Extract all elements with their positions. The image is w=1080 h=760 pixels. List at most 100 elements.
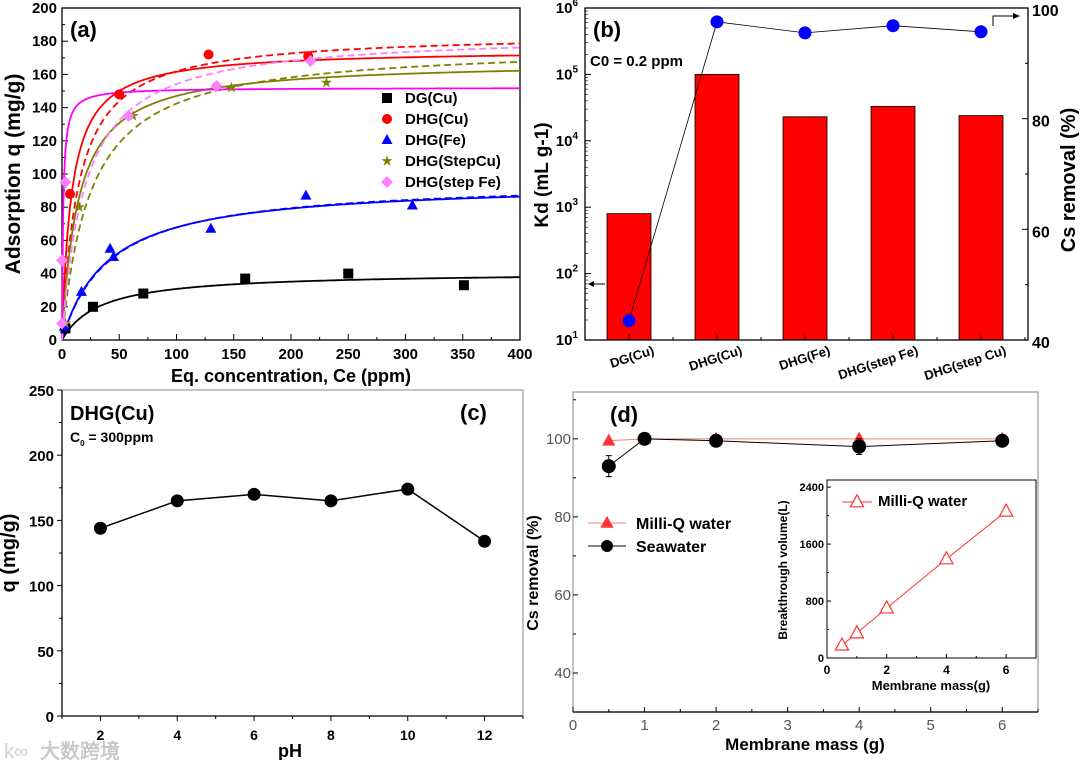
y-axis-label: Cs removal (%) bbox=[525, 515, 542, 631]
concentration-annotation: C0 = 0.2 ppm bbox=[590, 53, 683, 70]
legend-label: DG(Cu) bbox=[405, 90, 458, 107]
x-tick-label: 4 bbox=[855, 717, 863, 734]
data-point bbox=[602, 433, 616, 446]
y-tick-label: 180 bbox=[32, 33, 57, 50]
removal-point bbox=[710, 15, 724, 29]
y-tick-label: 60 bbox=[554, 587, 571, 604]
inset-y-axis-label: Breakthrough volume(L) bbox=[776, 500, 790, 639]
x-tick-label: 5 bbox=[927, 717, 935, 734]
x-tick-label: 150 bbox=[221, 346, 246, 363]
y-tick-label: 104 bbox=[556, 131, 579, 150]
data-point bbox=[478, 534, 492, 548]
y-tick-label: 80 bbox=[40, 199, 57, 216]
inset-x-tick-label: 0 bbox=[824, 663, 831, 677]
x-tick-label: 250 bbox=[336, 346, 361, 363]
x-tick-label: 2 bbox=[97, 727, 105, 743]
fit-curve bbox=[61, 276, 520, 341]
x-tick-label: 200 bbox=[278, 346, 303, 363]
y-tick-label: 40 bbox=[554, 665, 571, 682]
y-tick-label: 105 bbox=[556, 64, 579, 83]
bar bbox=[870, 105, 916, 341]
legend-label: Milli-Q water bbox=[636, 516, 731, 533]
y-tick-label: 106 bbox=[556, 0, 579, 17]
data-point bbox=[205, 222, 217, 233]
data-point bbox=[240, 273, 251, 284]
data-point bbox=[108, 251, 120, 261]
panel-a: 0 50 100 150 200 250 300 350 400 0 20 40 60 80 100 120 1… bbox=[2, 0, 533, 386]
inset-x-tick-label: 6 bbox=[1003, 663, 1010, 677]
x-tick-label: 400 bbox=[507, 346, 532, 363]
watermark-mark-icon: k∞ bbox=[4, 741, 28, 760]
removal-point bbox=[622, 314, 636, 328]
data-point bbox=[401, 482, 415, 496]
y-tick-label: 140 bbox=[32, 100, 57, 117]
inset-legend-label: Milli-Q water bbox=[878, 493, 967, 510]
inset-y-tick-label: 1600 bbox=[800, 539, 824, 551]
inset-data-point bbox=[938, 550, 955, 565]
legend-marker bbox=[382, 114, 392, 124]
x-tick-label: 1 bbox=[640, 717, 648, 734]
fit-curve bbox=[61, 87, 520, 341]
data-point bbox=[87, 301, 98, 312]
y-axis-label: q (mg/g) bbox=[0, 514, 20, 593]
data-point bbox=[324, 494, 338, 508]
x-tick-label: 12 bbox=[477, 727, 493, 743]
data-point bbox=[56, 254, 68, 267]
x-tick-label: 100 bbox=[164, 346, 189, 363]
data-point bbox=[170, 494, 184, 508]
legend-label: DHG(StepCu) bbox=[405, 153, 501, 170]
data-point bbox=[65, 188, 76, 199]
category-label: DHG(step Cu) bbox=[922, 343, 1008, 384]
legend-marker bbox=[381, 134, 393, 144]
legend-label: DHG(Fe) bbox=[405, 132, 466, 149]
data-point bbox=[138, 288, 149, 299]
x-tick-label: 350 bbox=[450, 346, 475, 363]
data-point bbox=[601, 459, 616, 474]
bar bbox=[958, 115, 1004, 341]
data-point bbox=[300, 189, 312, 200]
x-tick-label: 300 bbox=[393, 346, 418, 363]
data-point bbox=[995, 433, 1010, 448]
y-axis-label: Adsorption q (mg/g) bbox=[2, 74, 25, 275]
y-tick-label: 102 bbox=[556, 264, 579, 283]
legend-label: Seawater bbox=[636, 539, 706, 556]
y2-tick-label: 40 bbox=[1032, 335, 1050, 352]
y-tick-label: 100 bbox=[32, 166, 57, 183]
inset-chart: 0 2 4 6 0 800 1600 2400 Membrane mass(g) Breakthr… bbox=[776, 479, 1037, 693]
y2-tick-label: 60 bbox=[1032, 224, 1050, 241]
category-label: DHG(Cu) bbox=[687, 343, 744, 374]
panel-b: 101 102 103 104 105 106 40 60 80 100 DG(Cu) DHG(Cu)… bbox=[532, 0, 1080, 383]
y-tick-label: 160 bbox=[32, 66, 57, 83]
x-tick-label: 0 bbox=[58, 346, 66, 363]
x-tick-label: 6 bbox=[250, 727, 258, 743]
inset-data-point bbox=[998, 502, 1014, 517]
fit-curve bbox=[61, 46, 521, 341]
data-point bbox=[122, 109, 135, 122]
inset-y-tick-label: 0 bbox=[818, 653, 824, 665]
legend-marker bbox=[381, 176, 393, 188]
removal-point bbox=[974, 25, 988, 39]
y-tick-label: 200 bbox=[32, 0, 57, 17]
legend-label: DHG(step Fe) bbox=[405, 174, 501, 191]
x-tick-label: 8 bbox=[327, 727, 335, 743]
legend-marker bbox=[600, 515, 614, 528]
removal-point bbox=[886, 19, 900, 33]
data-point bbox=[114, 89, 125, 100]
data-point bbox=[406, 199, 418, 210]
inset-data-point bbox=[849, 624, 865, 639]
panel-c: 2 4 6 8 10 12 0 50 100 150 200 250 pH q (mg/g) DHG(Cu)… bbox=[0, 383, 524, 760]
panel-label: (a) bbox=[70, 17, 97, 42]
legend-label: DHG(Cu) bbox=[405, 111, 468, 128]
data-point bbox=[93, 521, 107, 535]
inset-data-point bbox=[879, 599, 895, 614]
fit-curve bbox=[61, 69, 521, 341]
right-arrow-head-icon bbox=[1013, 13, 1020, 19]
data-point bbox=[709, 433, 724, 448]
watermark-logo: 大数跨境 bbox=[40, 740, 120, 760]
y-tick-label: 80 bbox=[554, 509, 571, 526]
fit-curve bbox=[61, 195, 521, 341]
inset-x-axis-label: Membrane mass(g) bbox=[872, 678, 990, 693]
right-axis-arrow bbox=[992, 15, 1015, 26]
legend-marker bbox=[382, 93, 392, 103]
